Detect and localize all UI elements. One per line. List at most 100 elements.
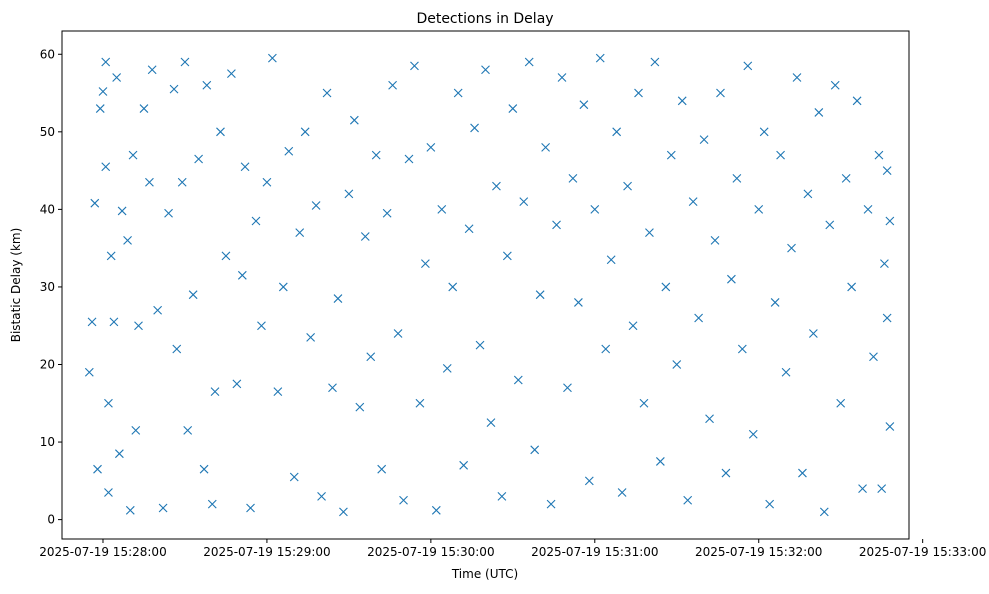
data-point <box>639 398 649 408</box>
data-point <box>574 298 583 307</box>
data-point <box>819 507 829 517</box>
data-point <box>399 495 408 505</box>
data-point <box>104 398 113 408</box>
y-tick-label: 20 <box>40 357 55 371</box>
data-point <box>645 228 654 238</box>
data-point <box>360 232 370 241</box>
data-point <box>661 282 671 292</box>
data-point <box>431 505 441 515</box>
data-point <box>623 181 632 191</box>
data-point <box>382 208 392 218</box>
data-point <box>169 84 179 94</box>
data-point <box>814 108 824 117</box>
data-point <box>882 166 892 175</box>
data-point <box>628 321 638 331</box>
y-axis-ticks: 0 10 20 30 40 50 60 <box>40 47 62 527</box>
data-point <box>232 379 242 389</box>
data-point <box>221 251 231 261</box>
data-points <box>84 53 895 517</box>
data-point <box>825 220 835 230</box>
data-point <box>134 321 143 331</box>
data-point <box>803 189 813 199</box>
data-point <box>300 127 310 137</box>
data-point <box>743 61 753 71</box>
data-point <box>836 398 846 408</box>
x-axis-ticks: 2025-07-19 15:28:00 2025-07-19 15:29:00 20… <box>39 539 986 559</box>
data-point <box>557 73 567 82</box>
data-point <box>333 294 343 303</box>
data-point <box>93 464 102 474</box>
x-tick-label: 2025-07-19 15:29:00 <box>203 545 330 559</box>
data-point <box>535 290 545 300</box>
data-point <box>328 383 337 393</box>
data-point <box>289 472 299 482</box>
data-point <box>453 88 463 98</box>
data-point <box>101 57 111 67</box>
data-point <box>481 65 490 75</box>
data-point <box>874 150 884 160</box>
data-point <box>808 329 818 338</box>
data-point <box>612 127 622 137</box>
data-point <box>787 243 796 253</box>
data-point <box>147 65 157 75</box>
data-point <box>90 198 100 208</box>
data-point <box>366 352 376 362</box>
data-point <box>464 224 474 234</box>
data-point <box>885 422 895 431</box>
data-point <box>781 367 791 377</box>
data-point <box>426 142 436 152</box>
data-point <box>748 429 758 439</box>
data-point <box>180 57 190 67</box>
x-tick-label: 2025-07-19 15:33:00 <box>859 545 986 559</box>
data-point <box>262 177 272 187</box>
data-point <box>95 104 105 113</box>
data-point <box>519 197 529 207</box>
data-point <box>355 402 365 412</box>
data-point <box>442 363 452 373</box>
data-point <box>710 236 720 245</box>
data-point <box>109 317 119 327</box>
data-point <box>765 499 775 509</box>
data-point <box>885 216 895 226</box>
data-point <box>339 507 348 517</box>
data-point <box>672 360 682 369</box>
y-tick-label: 50 <box>40 125 55 139</box>
data-point <box>257 321 266 331</box>
data-point <box>106 251 116 261</box>
data-point <box>437 204 447 214</box>
data-point <box>246 503 255 513</box>
data-point <box>311 201 321 210</box>
data-point <box>183 426 193 435</box>
data-point <box>475 340 485 350</box>
data-point <box>104 488 113 497</box>
data-point <box>459 460 469 470</box>
data-point <box>377 464 387 474</box>
x-tick-label: 2025-07-19 15:32:00 <box>695 545 822 559</box>
data-point <box>737 344 747 354</box>
data-point <box>524 57 534 67</box>
data-point <box>530 445 540 455</box>
data-point <box>295 228 305 238</box>
data-point <box>759 127 769 137</box>
data-point <box>776 150 785 160</box>
data-point <box>125 505 135 515</box>
data-point <box>541 142 550 152</box>
data-point <box>349 115 359 125</box>
data-point <box>123 236 132 245</box>
data-point <box>114 449 124 459</box>
data-point <box>584 476 594 486</box>
data-point <box>172 344 182 354</box>
data-point <box>617 488 627 497</box>
data-point <box>847 282 857 292</box>
chart-title: Detections in Delay <box>416 11 553 27</box>
data-point <box>112 73 122 82</box>
data-point <box>683 495 693 505</box>
data-point <box>448 282 458 292</box>
data-point <box>869 352 878 362</box>
data-point <box>568 173 578 183</box>
data-point <box>595 53 605 63</box>
data-point <box>101 162 111 172</box>
data-point <box>497 491 507 501</box>
plot-area-frame <box>61 30 910 540</box>
